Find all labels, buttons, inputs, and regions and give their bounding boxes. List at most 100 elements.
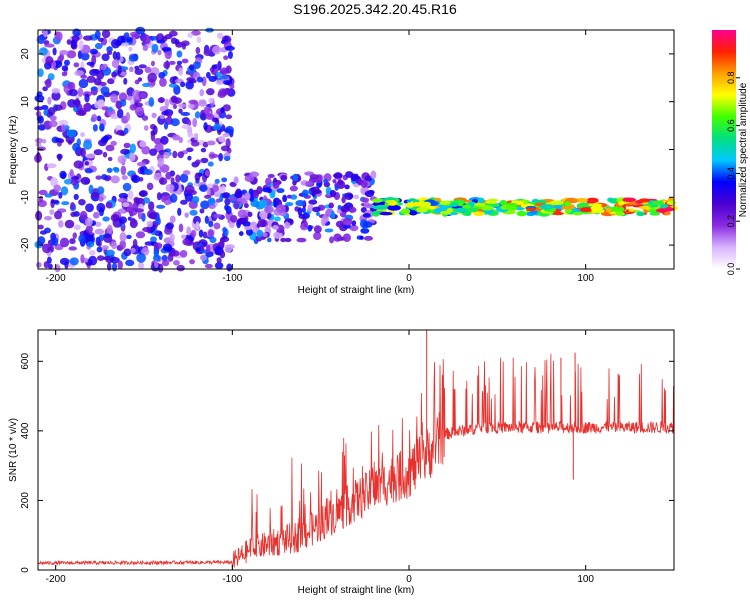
heatmap-cell [618, 201, 625, 206]
heatmap-cell [101, 29, 111, 39]
heatmap-cell [234, 191, 243, 199]
heatmap-cell [110, 175, 120, 184]
heatmap-cell [324, 228, 334, 233]
heatmap-cell [37, 68, 44, 77]
heatmap-cell [222, 132, 230, 138]
heatmap-cell [127, 216, 132, 221]
heatmap-cell [178, 108, 183, 114]
heatmap-cell [84, 168, 93, 174]
heatmap-cell [113, 167, 120, 173]
heatmap-cell [90, 86, 98, 91]
heatmap-cell [205, 113, 214, 120]
spectrogram-y-tick-label: -20 [20, 237, 31, 252]
heatmap-cell [83, 35, 93, 41]
heatmap-cell [66, 50, 77, 59]
heatmap-cell [570, 198, 579, 204]
heatmap-cell [499, 199, 507, 206]
heatmap-cell [364, 190, 375, 198]
heatmap-cell [177, 207, 182, 217]
heatmap-cell [285, 202, 294, 207]
heatmap-cell [132, 89, 142, 100]
heatmap-cell [323, 178, 328, 184]
snr-plot-area [38, 330, 674, 570]
heatmap-cell [273, 231, 283, 239]
heatmap-cell [330, 211, 336, 220]
heatmap-cell [118, 208, 125, 214]
heatmap-cell [96, 115, 102, 122]
heatmap-cell [180, 199, 188, 205]
heatmap-cell [213, 123, 222, 131]
heatmap-cell [152, 125, 158, 135]
heatmap-cell [297, 207, 303, 216]
heatmap-cell [69, 238, 76, 245]
heatmap-cell [191, 140, 200, 147]
heatmap-cell [525, 207, 536, 212]
heatmap-cell [181, 124, 191, 129]
heatmap-cell [144, 66, 152, 74]
heatmap-cell [229, 196, 237, 202]
heatmap-cell [36, 152, 41, 163]
heatmap-cell [295, 199, 306, 207]
heatmap-cell [101, 106, 109, 111]
heatmap-cell [97, 37, 104, 42]
heatmap-cell [141, 145, 151, 155]
heatmap-cell [35, 210, 43, 221]
heatmap-cell [312, 206, 321, 213]
heatmap-cell [164, 98, 170, 109]
heatmap-cell [204, 263, 213, 269]
heatmap-cell [131, 174, 141, 184]
heatmap-cell [219, 74, 229, 80]
heatmap-cell [68, 246, 78, 251]
heatmap-cell [220, 67, 228, 76]
heatmap-cell [119, 232, 127, 242]
heatmap-cell [258, 199, 268, 208]
heatmap-cell [135, 26, 146, 35]
heatmap-cell [208, 197, 216, 206]
heatmap-cell [187, 155, 192, 161]
heatmap-cell [262, 232, 268, 238]
heatmap-cell [106, 51, 113, 56]
heatmap-cell [195, 46, 201, 55]
heatmap-cell [70, 211, 77, 217]
heatmap-cell [264, 205, 274, 214]
heatmap-cell [500, 205, 509, 210]
heatmap-cell [203, 106, 210, 115]
heatmap-cell [43, 40, 50, 45]
heatmap-cell [142, 82, 151, 88]
heatmap-cell [244, 226, 252, 231]
heatmap-cell [309, 174, 319, 180]
heatmap-cell [233, 176, 239, 184]
spectrogram-x-tick-label: -100 [222, 273, 242, 284]
heatmap-cell [208, 75, 217, 82]
heatmap-cell [53, 184, 61, 192]
heatmap-cell [138, 190, 147, 197]
heatmap-cell [360, 227, 370, 234]
heatmap-cell [213, 222, 221, 230]
heatmap-cell [301, 207, 307, 213]
colorbar-tick-label: 0.8 [726, 72, 736, 85]
heatmap-cell [179, 249, 188, 258]
heatmap-cell [78, 40, 84, 51]
heatmap-cell [188, 99, 198, 105]
heatmap-cell [94, 42, 103, 50]
heatmap-cell [244, 192, 251, 201]
heatmap-cell [156, 217, 161, 226]
heatmap-cell [364, 175, 373, 182]
heatmap-cell [531, 198, 540, 203]
heatmap-cell [57, 138, 65, 144]
heatmap-cell [237, 209, 247, 219]
heatmap-cell [120, 165, 127, 176]
heatmap-cell [307, 224, 313, 232]
heatmap-cell [199, 208, 205, 214]
heatmap-cell [39, 230, 47, 235]
heatmap-cell [78, 198, 86, 206]
heatmap-cell [649, 212, 661, 216]
heatmap-cell [128, 46, 133, 52]
heatmap-cell [487, 198, 499, 202]
heatmap-cell [290, 194, 298, 200]
heatmap-cell [45, 56, 54, 65]
heatmap-cell [225, 114, 233, 120]
spectrogram-x-tick-label: 0 [406, 273, 412, 284]
heatmap-cell [116, 129, 125, 136]
heatmap-cell [154, 260, 159, 268]
